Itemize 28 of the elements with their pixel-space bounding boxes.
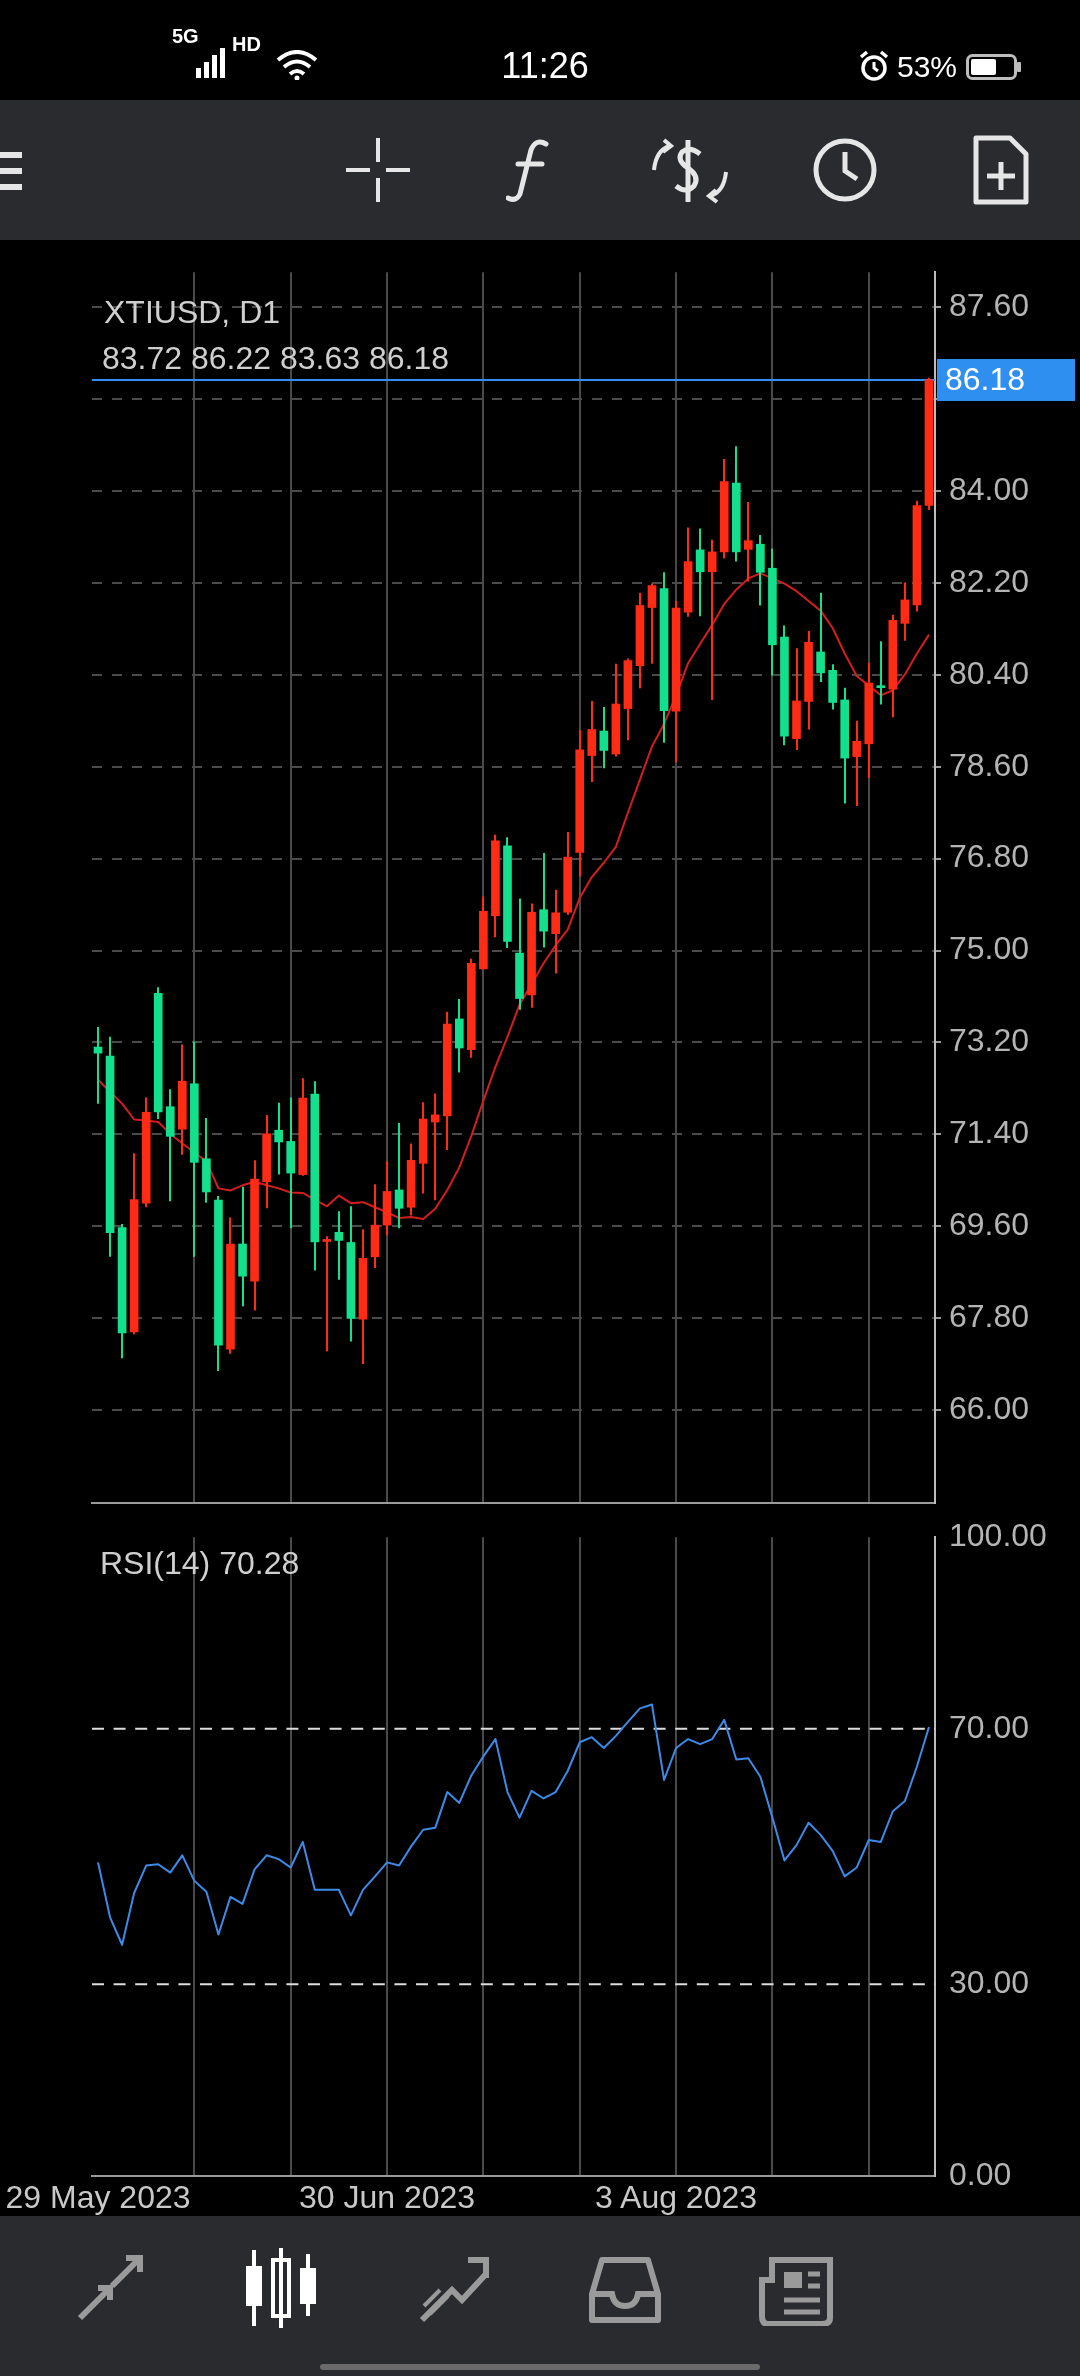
y-tick-label: 100.00	[949, 1517, 1047, 1554]
x-tick-label: 29 May 2023	[5, 2179, 191, 2216]
y-tick-label: 82.20	[949, 562, 1030, 599]
y-tick-label: 73.20	[949, 1022, 1030, 1059]
chart-title: RSI(14) 70.28	[100, 1545, 300, 1582]
candlestick	[876, 640, 886, 706]
ref-line-label: 86.18	[945, 360, 1026, 397]
y-tick-label: 67.80	[949, 1297, 1030, 1334]
y-tick-label: 66.00	[949, 1389, 1030, 1426]
y-tick-label: 0.00	[949, 2155, 1012, 2192]
y-tick-label: 84.00	[949, 470, 1030, 507]
text: 5G	[172, 24, 199, 48]
y-tick-label: 78.60	[949, 746, 1030, 783]
y-tick-label: 30.00	[949, 1964, 1030, 2001]
text: HD	[232, 32, 261, 56]
text: XTIUSD, D1	[104, 294, 281, 331]
x-tick-label: 30 Jun 2023	[298, 2179, 476, 2216]
y-tick-label: 76.80	[949, 838, 1030, 875]
y-tick-label: 87.60	[949, 287, 1030, 324]
y-tick-label: 80.40	[949, 654, 1030, 691]
text: 83.72 86.22 83.63 86.18	[102, 340, 449, 377]
text: 11:26	[500, 45, 590, 86]
y-tick-label: 69.60	[949, 1205, 1030, 1242]
text: 53%	[897, 50, 958, 84]
y-tick-label: 71.40	[949, 1114, 1030, 1151]
y-tick-label: 75.00	[949, 930, 1030, 967]
x-tick-label: 3 Aug 2023	[595, 2179, 758, 2216]
y-tick-label: 70.00	[949, 1708, 1030, 1745]
